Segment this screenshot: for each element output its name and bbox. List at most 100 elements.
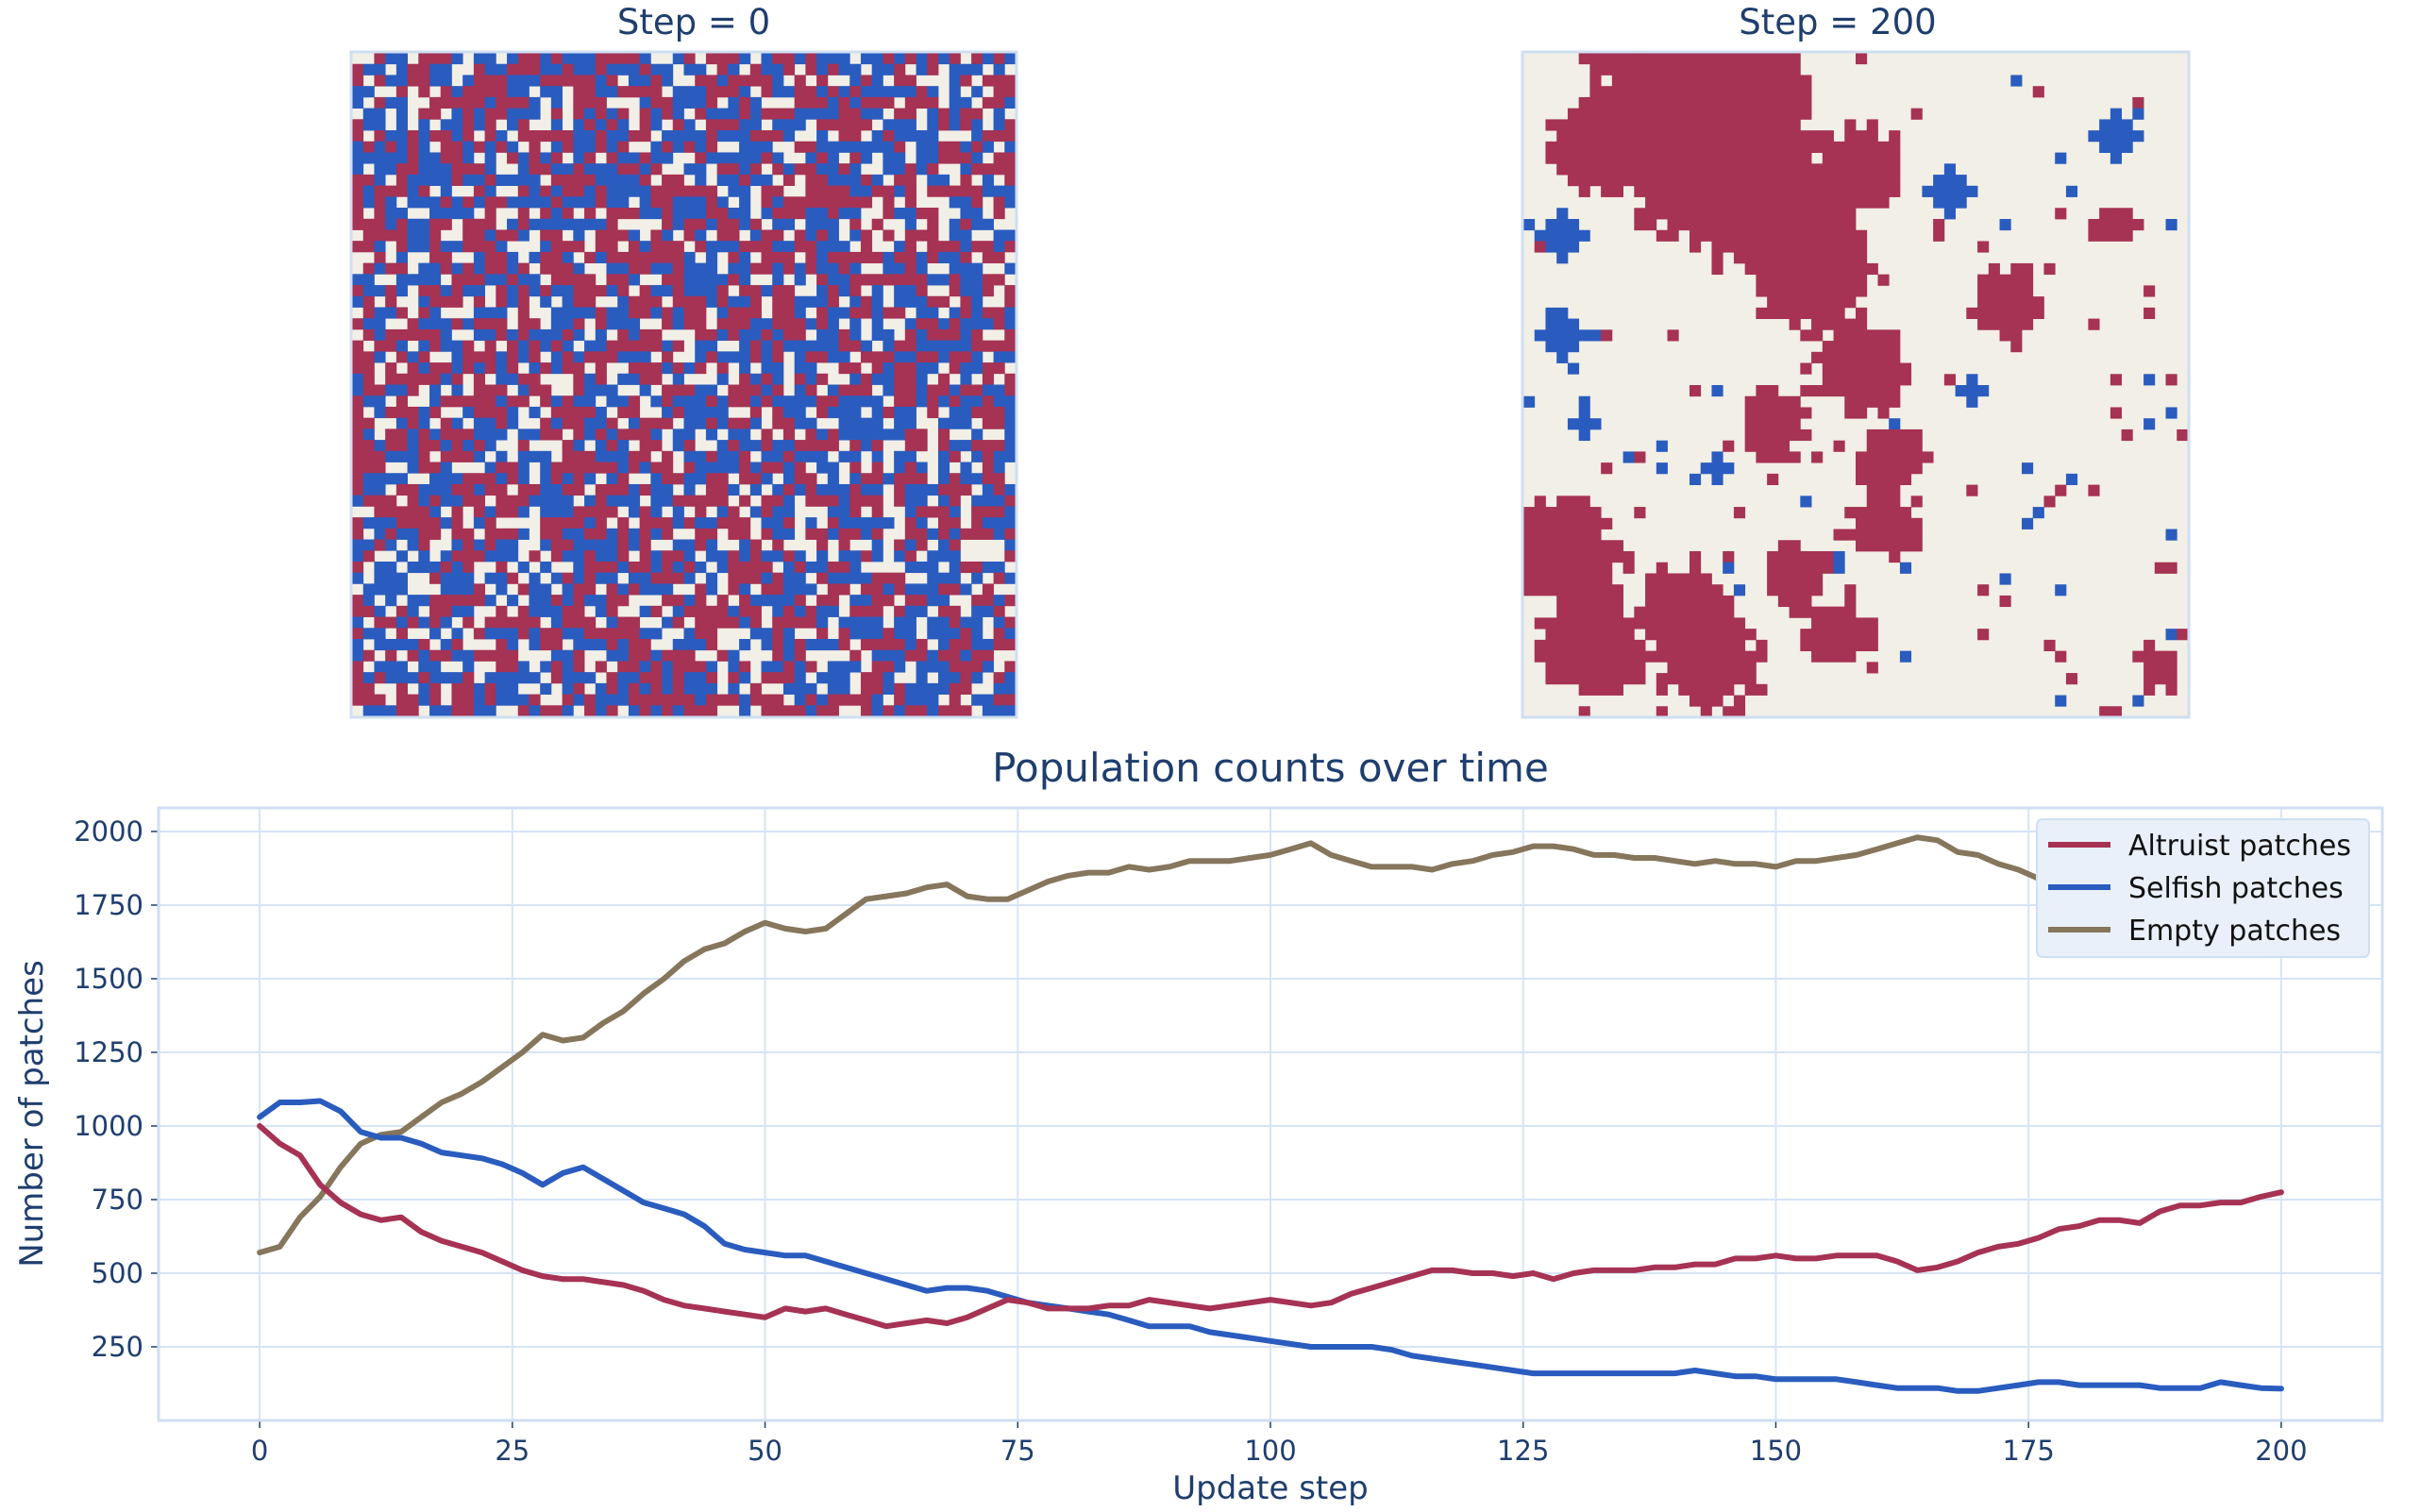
- lattice-step-0-cell: [662, 229, 674, 242]
- lattice-step-0-cell: [894, 395, 906, 408]
- lattice-step-0-cell: [362, 705, 375, 717]
- lattice-step-0-cell: [418, 196, 430, 209]
- lattice-step-200-cell: [1811, 285, 1824, 297]
- lattice-step-0-cell: [761, 262, 773, 275]
- lattice-step-0-cell: [993, 119, 1005, 131]
- lattice-step-0-cell: [916, 274, 928, 286]
- lattice-step-0-cell: [739, 218, 751, 230]
- lattice-step-0-cell: [683, 638, 696, 651]
- lattice-step-0-cell: [904, 428, 916, 441]
- lattice-step-0-cell: [683, 130, 696, 143]
- lattice-step-0-cell: [1004, 661, 1017, 673]
- lattice-step-200-cell: [1711, 584, 1723, 596]
- lattice-step-0-cell: [761, 517, 773, 529]
- lattice-step-0-cell: [782, 473, 796, 485]
- lattice-step-0-cell: [395, 417, 408, 429]
- lattice-step-200-cell: [1589, 141, 1602, 153]
- lattice-step-200-cell: [1656, 683, 1668, 696]
- y-tick-label: 750: [92, 1184, 143, 1216]
- lattice-step-0-cell: [440, 672, 452, 684]
- lattice-step-0-cell: [749, 340, 762, 352]
- lattice-step-0-cell: [805, 262, 817, 275]
- lattice-step-0-cell: [695, 384, 707, 396]
- lattice-step-200-cell: [1856, 395, 1868, 408]
- y-axis-label: Number of patches: [13, 960, 51, 1268]
- lattice-step-0-cell: [827, 340, 839, 352]
- lattice-step-0-cell: [385, 661, 397, 673]
- lattice-step-0-cell: [894, 174, 906, 186]
- lattice-step-200-cell: [1856, 329, 1868, 342]
- lattice-step-0-cell: [1004, 694, 1017, 706]
- lattice-step-200-cell: [1856, 517, 1868, 529]
- lattice-step-200-cell: [1899, 440, 1912, 452]
- lattice-step-0-cell: [429, 672, 442, 684]
- lattice-step-0-cell: [628, 251, 641, 264]
- lattice-step-0-cell: [904, 274, 916, 286]
- lattice-step-0-cell: [716, 241, 729, 253]
- lattice-step-0-cell: [749, 141, 762, 153]
- lattice-step-0-cell: [949, 384, 961, 396]
- lattice-step-0-cell: [562, 572, 574, 584]
- lattice-step-0-cell: [971, 595, 984, 607]
- lattice-step-0-cell: [529, 628, 541, 640]
- lattice-step-0-cell: [606, 185, 618, 197]
- lattice-step-0-cell: [749, 285, 762, 297]
- lattice-step-0-cell: [838, 638, 850, 651]
- lattice-step-0-cell: [683, 682, 696, 695]
- lattice-step-0-cell: [772, 705, 784, 717]
- lattice-step-0-cell: [716, 63, 729, 76]
- lattice-step-200-cell: [1711, 175, 1723, 187]
- lattice-step-200-cell: [1811, 650, 1824, 663]
- lattice-step-0-cell: [1004, 506, 1017, 518]
- lattice-step-0-cell: [362, 473, 375, 485]
- lattice-step-0-cell: [739, 307, 751, 319]
- lattice-step-200-cell: [1667, 573, 1679, 585]
- lattice-step-0-cell: [529, 638, 541, 651]
- lattice-step-200-cell: [1811, 141, 1824, 153]
- lattice-step-200-cell: [1678, 185, 1690, 197]
- lattice-step-200-cell: [1556, 141, 1569, 153]
- lattice-step-0-cell: [695, 495, 707, 507]
- lattice-step-0-cell: [728, 295, 740, 308]
- lattice-step-200-cell: [1789, 606, 1801, 618]
- lattice-step-0-cell: [617, 561, 630, 574]
- lattice-step-200-cell: [1723, 108, 1735, 120]
- lattice-step-0-cell: [838, 572, 850, 584]
- lattice-step-0-cell: [617, 141, 630, 153]
- lattice-step-0-cell: [595, 75, 607, 87]
- lattice-step-0-cell: [484, 307, 496, 319]
- lattice-step-200-cell: [1700, 185, 1712, 197]
- lattice-step-200-cell: [1833, 529, 1845, 541]
- lattice-step-0-cell: [374, 63, 386, 76]
- lattice-step-0-cell: [883, 274, 895, 286]
- x-tick-label: 50: [748, 1435, 782, 1467]
- lattice-step-200-cell: [1545, 141, 1557, 153]
- lattice-step-200-cell: [1988, 318, 2000, 330]
- lattice-step-0-cell: [761, 285, 773, 297]
- lattice-step-200-cell: [1877, 341, 1890, 353]
- lattice-step-0-cell: [484, 141, 496, 153]
- lattice-step-0-cell: [418, 517, 430, 529]
- lattice-step-0-cell: [407, 328, 419, 342]
- lattice-step-200-cell: [1889, 517, 1901, 529]
- lattice-step-200-cell: [1777, 185, 1790, 197]
- lattice-step-200-cell: [1844, 163, 1857, 176]
- lattice-step-0-cell: [517, 373, 530, 385]
- lattice-step-0-cell: [606, 440, 618, 452]
- lattice-step-200-cell: [1899, 374, 1912, 386]
- lattice-step-0-cell: [440, 450, 452, 462]
- lattice-step-0-cell: [429, 495, 442, 507]
- lattice-step-200-cell: [2132, 219, 2144, 231]
- lattice-step-200-cell: [1889, 440, 1901, 452]
- lattice-step-200-cell: [1711, 385, 1723, 397]
- legend-label-selfish: Selfish patches: [2128, 872, 2344, 905]
- lattice-step-0-cell: [352, 141, 364, 153]
- lattice-step-200-cell: [1889, 351, 1901, 363]
- lattice-step-0-cell: [794, 672, 806, 684]
- lattice-step-0-cell: [949, 395, 961, 408]
- lattice-step-200-cell: [1767, 53, 1779, 65]
- lattice-step-0-cell: [871, 450, 883, 462]
- lattice-step-0-cell: [451, 241, 463, 253]
- lattice-step-0-cell: [418, 53, 430, 65]
- lattice-step-200-cell: [1789, 562, 1801, 574]
